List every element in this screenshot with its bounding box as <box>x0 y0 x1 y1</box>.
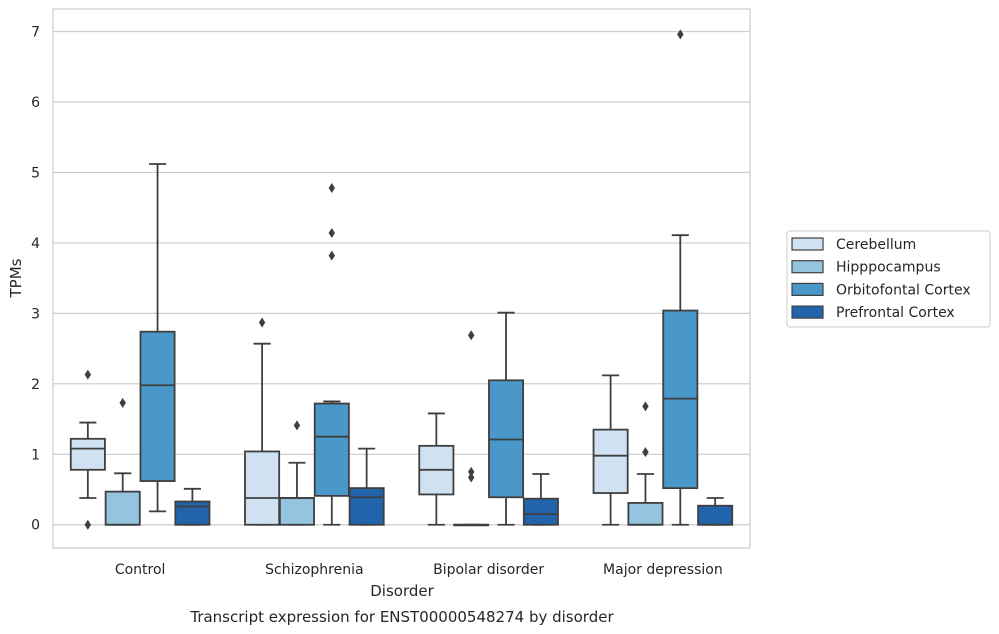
box-body <box>139 330 176 482</box>
legend-label: Cerebellum <box>836 237 916 253</box>
y-tick-label: 6 <box>31 95 40 111</box>
y-tick-label: 5 <box>31 165 40 181</box>
box-2-1 <box>313 182 350 526</box>
box-1-0 <box>104 397 141 526</box>
plot-area-frame <box>52 8 751 549</box>
box-2-2 <box>488 311 525 526</box>
box-3-3 <box>697 497 734 526</box>
outlier-point <box>642 401 649 412</box>
box-2-0 <box>139 163 176 513</box>
y-tick-label: 7 <box>31 25 40 41</box>
box-0-3 <box>592 374 629 526</box>
box-3-2 <box>522 473 559 526</box>
box-body <box>697 504 734 526</box>
y-axis-label: TPMs <box>7 258 25 298</box>
outlier-point <box>468 466 475 477</box>
box-body <box>313 402 350 497</box>
box-body <box>244 450 281 526</box>
outlier-point <box>677 29 684 40</box>
y-axis-ticks: 0 1 2 3 4 5 6 7 <box>31 25 40 534</box>
box-body <box>278 497 315 526</box>
x-tick-label: Control <box>115 562 166 578</box>
y-tick-label: 4 <box>31 236 40 252</box>
box-body <box>627 502 664 526</box>
legend: Cerebellum Hipppocampus Orbitofontal Corte… <box>786 230 991 328</box>
outlier-point <box>84 519 92 530</box>
box-body <box>104 490 141 526</box>
y-tick-label: 0 <box>31 518 40 534</box>
box-body <box>174 500 211 526</box>
outlier-point <box>468 330 475 341</box>
legend-frame <box>786 230 991 328</box>
y-tick-label: 3 <box>31 306 40 322</box>
x-axis-ticks: Control Schizophrenia Bipolar disorder Majo… <box>115 562 723 578</box>
box-body <box>69 437 106 471</box>
legend-label: Hipppocampus <box>836 260 941 276</box>
box-body <box>522 497 559 526</box>
outlier-point <box>119 397 126 408</box>
outlier-point <box>468 472 475 483</box>
y-tick-label: 2 <box>31 377 40 393</box>
box-2-3 <box>662 29 699 526</box>
outlier-point <box>293 420 301 431</box>
legend-swatch <box>791 305 824 319</box>
box-3-1 <box>348 447 385 526</box>
outlier-point <box>642 447 649 458</box>
chart-title: Transcript expression for ENST0000054827… <box>189 608 614 626</box>
x-tick-label: Bipolar disorder <box>433 562 544 578</box>
box-3-0 <box>174 487 211 526</box>
box-series <box>69 29 734 530</box>
outlier-point <box>84 369 92 380</box>
legend-label: Prefrontal Cortex <box>836 305 955 321</box>
box-body <box>348 487 385 526</box>
box-0-2 <box>418 412 455 526</box>
x-tick-label: Schizophrenia <box>265 562 363 578</box>
legend-swatch <box>791 282 824 296</box>
box-1-2 <box>453 330 490 527</box>
box-0-1 <box>244 317 281 526</box>
box-0-0 <box>69 369 106 530</box>
outlier-point <box>328 228 335 239</box>
outlier-point <box>328 182 335 193</box>
x-axis-label: Disorder <box>370 582 434 600</box>
outlier-point <box>258 317 266 328</box>
box-1-1 <box>278 420 315 526</box>
x-tick-label: Major depression <box>603 562 723 578</box>
legend-swatch <box>791 237 824 251</box>
box-body <box>592 428 629 494</box>
box-1-3 <box>627 401 664 526</box>
y-tick-label: 1 <box>31 447 40 463</box>
legend-swatch <box>791 260 824 274</box>
legend-label: Orbitofontal Cortex <box>836 282 971 298</box>
outlier-point <box>328 250 335 261</box>
